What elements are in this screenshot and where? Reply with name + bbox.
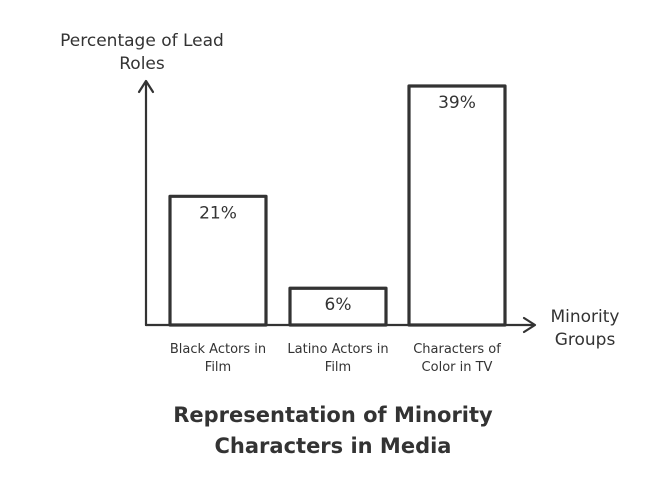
y-axis-arrow-icon: [137, 79, 155, 94]
x-axis-title: Minority Groups: [550, 307, 619, 350]
data-label: 21%: [199, 203, 237, 223]
tick-label: Latino Actors in Film: [287, 342, 388, 375]
label-group: 21% 6% 39% Black Actors in Film Latino Actors…: [60, 31, 619, 458]
bar: [288, 286, 388, 327]
data-label: 39%: [438, 93, 476, 113]
tick-label: Black Actors in Film: [170, 342, 266, 375]
bar-group: [168, 84, 507, 327]
data-label: 6%: [325, 295, 352, 315]
bar: [168, 194, 268, 327]
y-axis-title: Percentage of Lead Roles: [60, 31, 224, 74]
tick-label: Characters of Color in TV: [413, 342, 501, 375]
bar: [407, 84, 507, 327]
x-axis-arrow-icon: [522, 316, 537, 334]
chart-title: Representation of Minority Characters in …: [173, 403, 493, 458]
